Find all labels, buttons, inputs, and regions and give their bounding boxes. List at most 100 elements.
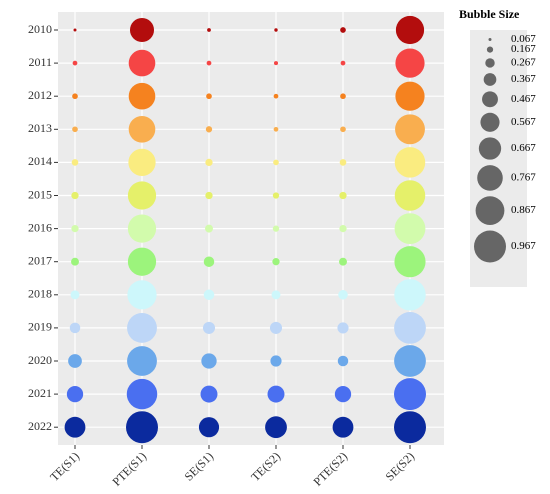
- bubble: [128, 82, 156, 110]
- bubble: [64, 416, 86, 438]
- bubble: [267, 385, 285, 403]
- bubble: [126, 411, 158, 444]
- legend-bubble: [485, 58, 495, 68]
- y-tick-label: 2022: [28, 419, 52, 433]
- y-tick-label: 2012: [28, 88, 52, 102]
- bubble: [202, 321, 216, 334]
- bubble: [340, 27, 346, 33]
- x-tick-label: SE(S2): [383, 449, 417, 483]
- y-tick-label: 2014: [28, 154, 52, 168]
- legend-bubble: [474, 230, 506, 263]
- x-tick-label: TE(S1): [47, 449, 82, 484]
- bubble: [71, 224, 79, 233]
- y-tick-label: 2021: [28, 386, 52, 400]
- bubble: [395, 48, 425, 78]
- legend-label: 0.667: [511, 142, 536, 154]
- y-tick-label: 2017: [28, 253, 52, 267]
- bubble: [127, 312, 157, 343]
- bubble: [127, 346, 157, 376]
- y-tick-label: 2011: [28, 55, 52, 69]
- bubble: [203, 289, 215, 301]
- legend-bubble: [488, 38, 492, 41]
- y-tick-label: 2016: [28, 220, 52, 234]
- bubble: [128, 49, 156, 77]
- bubble: [394, 345, 426, 377]
- legend-bubble: [482, 91, 498, 108]
- legend-label: 0.067: [511, 33, 536, 45]
- bubble: [337, 355, 349, 367]
- bubble: [72, 93, 78, 100]
- bubble: [394, 378, 426, 411]
- y-tick-label: 2019: [28, 320, 52, 334]
- legend-label: 0.467: [511, 93, 536, 105]
- bubble: [272, 258, 280, 266]
- legend-bubble: [483, 73, 497, 86]
- legend-bubble: [477, 165, 503, 191]
- bubble: [69, 322, 81, 334]
- bubble: [332, 416, 354, 438]
- bubble: [269, 321, 283, 334]
- bubble: [127, 280, 157, 310]
- bubble: [203, 256, 215, 267]
- bubble: [72, 60, 78, 66]
- bubble: [338, 290, 348, 300]
- bubble: [70, 290, 80, 300]
- bubble: [395, 15, 425, 45]
- legend-bubble: [478, 137, 502, 160]
- legend-label: 0.367: [511, 73, 536, 85]
- legend-title: Bubble Size: [459, 7, 520, 21]
- bubble: [340, 93, 346, 100]
- bubble: [200, 385, 218, 403]
- bubble: [66, 385, 84, 403]
- bubble: [205, 126, 213, 133]
- bubble: [129, 17, 155, 43]
- bubble: [205, 191, 213, 200]
- bubble: [272, 192, 280, 199]
- bubble: [340, 60, 346, 66]
- legend-label: 0.567: [511, 116, 536, 128]
- bubble: [71, 191, 79, 200]
- bubble: [128, 115, 156, 143]
- bubble: [127, 247, 157, 276]
- legend-bubble: [480, 112, 500, 132]
- legend-label: 0.967: [511, 240, 536, 252]
- y-tick-label: 2015: [28, 187, 52, 201]
- bubble: [201, 353, 217, 369]
- bubble: [339, 191, 347, 200]
- bubble: [71, 257, 79, 266]
- bubble: [273, 126, 279, 132]
- bubble: [198, 417, 220, 438]
- y-tick-label: 2013: [28, 121, 52, 135]
- bubble: [340, 126, 346, 133]
- y-tick-label: 2020: [28, 353, 52, 367]
- y-tick-label: 2018: [28, 287, 52, 301]
- bubble: [274, 28, 278, 32]
- legend-label: 0.267: [511, 56, 536, 68]
- bubble: [394, 246, 426, 278]
- bubble: [395, 114, 425, 145]
- bubble: [206, 93, 212, 100]
- bubble: [394, 213, 426, 245]
- bubble: [126, 378, 158, 410]
- bubble: [127, 214, 157, 243]
- bubble: [205, 158, 213, 167]
- bubble: [73, 28, 77, 32]
- bubble: [394, 279, 426, 311]
- legend-bubble: [475, 196, 505, 225]
- bubble: [127, 181, 157, 210]
- bubble: [72, 126, 78, 133]
- bubble: [339, 257, 347, 266]
- x-tick-label: TE(S2): [248, 449, 283, 484]
- bubble: [273, 61, 279, 66]
- bubble: [207, 28, 211, 32]
- bubble: [394, 180, 426, 211]
- bubble: [334, 385, 352, 403]
- bubble: [128, 148, 156, 177]
- legend-bubble: [486, 46, 494, 53]
- bubble: [395, 81, 425, 111]
- x-tick-label: PTE(S2): [310, 449, 350, 489]
- bubble: [339, 224, 347, 233]
- bubble: [394, 312, 426, 344]
- x-tick-label: SE(S1): [182, 449, 216, 483]
- bubble: [205, 224, 213, 233]
